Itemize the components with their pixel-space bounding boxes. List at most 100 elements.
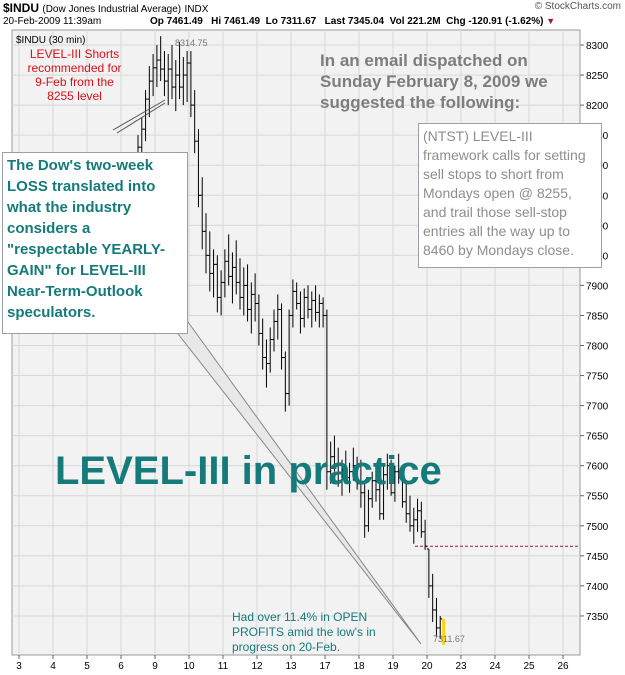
ohlc-bar xyxy=(343,450,348,484)
y-tick-label: 7500 xyxy=(586,522,609,533)
ohlc-bar xyxy=(324,309,329,490)
ohlc-bar xyxy=(222,249,227,298)
ohlc-bar xyxy=(321,297,326,328)
quote-bar: Op 7461.49 Hi 7461.49 Lo 7311.67 Last 73… xyxy=(150,16,555,27)
ohlc-bar xyxy=(253,273,258,322)
ohlc-bar xyxy=(408,495,412,532)
x-tick-label: 3 xyxy=(16,661,22,672)
volume-value: Vol 221.2M xyxy=(389,16,441,27)
ohlc-bar xyxy=(347,462,352,493)
y-tick-label: 7600 xyxy=(586,462,609,473)
ohlc-bar xyxy=(245,264,250,322)
high-label: 8314.75 xyxy=(175,38,208,48)
last-price-marker xyxy=(442,618,446,645)
level-iii-title: LEVEL-III in practice xyxy=(55,449,442,493)
ohlc-bar xyxy=(177,42,182,100)
y-tick-label: 7650 xyxy=(586,432,609,443)
last-value: Last 7345.04 xyxy=(324,16,385,27)
ohlc-bar xyxy=(309,291,314,328)
y-tick-label: 7350 xyxy=(586,612,609,623)
red-note-pointer xyxy=(112,99,166,131)
ohlc-bar xyxy=(400,468,405,508)
x-tick-label: 5 xyxy=(84,661,90,672)
y-tick-label: 8300 xyxy=(586,41,609,52)
ohlc-bar xyxy=(158,36,163,82)
ohlc-bar xyxy=(381,465,386,520)
x-tick-label: 9 xyxy=(152,661,158,672)
legend-label: $INDU (30 min) xyxy=(16,35,85,46)
ohlc-bar xyxy=(298,291,303,334)
ohlc-bar xyxy=(419,501,424,538)
red-note-pointer xyxy=(116,102,166,134)
ohlc-bar xyxy=(192,90,197,154)
x-tick-label: 23 xyxy=(455,661,467,672)
y-tick-label: 8250 xyxy=(586,71,609,82)
y-tick-label: 7550 xyxy=(586,492,609,503)
open-value: Op 7461.49 xyxy=(150,16,203,27)
ohlc-bar xyxy=(415,498,420,532)
x-tick-label: 25 xyxy=(523,661,535,672)
ohlc-bar xyxy=(268,327,273,373)
ohlc-bar xyxy=(336,447,341,487)
symbol-name: (Dow Jones Industrial Average) xyxy=(42,4,182,15)
ohlc-bar xyxy=(256,294,261,346)
ohlc-bar xyxy=(162,51,167,97)
ohlc-bar xyxy=(200,177,205,250)
exchange-code: INDX xyxy=(184,4,209,15)
ohlc-bar xyxy=(404,480,409,523)
change-value: Chg -120.91 (-1.62%) xyxy=(446,16,544,27)
ohlc-bar xyxy=(389,459,394,496)
ohlc-bar xyxy=(154,45,159,88)
x-tick-label: 20 xyxy=(421,661,433,672)
ohlc-bar xyxy=(366,489,371,532)
ntst-framework-box: (NTST) LEVEL-III framework calls for set… xyxy=(418,123,602,268)
dow-loss-box: The Dow's two-week LOSS translated into … xyxy=(2,152,188,334)
ohlc-bar xyxy=(351,447,356,481)
ohlc-bar xyxy=(181,57,186,106)
y-tick-label: 7450 xyxy=(586,552,609,563)
ohlc-bar xyxy=(204,213,208,274)
ohlc-bar xyxy=(287,309,292,406)
y-tick-label: 8200 xyxy=(586,101,609,112)
ohlc-bar xyxy=(411,507,416,544)
ohlc-bar xyxy=(264,339,269,388)
ohlc-bar xyxy=(230,252,235,304)
ohlc-bar xyxy=(238,258,242,310)
ohlc-bar xyxy=(283,351,288,412)
ohlc-bar xyxy=(396,453,401,484)
high-value: Hi 7461.49 xyxy=(211,16,261,27)
ohlc-bar xyxy=(358,459,363,508)
ohlc-bar xyxy=(219,270,224,316)
ohlc-bar xyxy=(423,519,428,550)
short-recommendation-note: LEVEL-III Shorts recommended for 9-Feb f… xyxy=(27,47,122,103)
x-tick-label: 10 xyxy=(183,661,195,672)
x-tick-label: 19 xyxy=(387,661,399,672)
ohlc-bar xyxy=(241,267,246,316)
ohlc-bar xyxy=(211,249,216,298)
chart-symbol: $INDU (Dow Jones Industrial Average) IND… xyxy=(3,1,208,15)
ohlc-bar xyxy=(340,459,344,496)
x-tick-label: 18 xyxy=(353,661,365,672)
ohlc-bar xyxy=(185,51,190,103)
y-tick-label: 7850 xyxy=(586,311,609,322)
ohlc-bar xyxy=(151,54,156,97)
ohlc-bar xyxy=(290,279,295,328)
ohlc-bar xyxy=(317,294,322,328)
ohlc-bar xyxy=(215,255,220,313)
ohlc-bar xyxy=(377,480,382,520)
ohlc-bar xyxy=(302,288,307,328)
y-tick-label: 7750 xyxy=(586,372,609,383)
ohlc-bar xyxy=(279,303,284,370)
ohlc-bar xyxy=(207,231,212,292)
chart-date: 20-Feb-2009 11:39am xyxy=(3,16,102,27)
x-tick-label: 4 xyxy=(50,661,56,672)
x-tick-label: 24 xyxy=(489,661,501,672)
ohlc-bar xyxy=(313,285,318,322)
x-tick-label: 12 xyxy=(251,661,263,672)
ohlc-bar xyxy=(332,435,337,472)
y-tick-label: 7400 xyxy=(586,582,609,593)
ohlc-bar xyxy=(328,441,333,484)
y-tick-label: 7700 xyxy=(586,402,609,413)
down-triangle-icon: ▼ xyxy=(546,16,556,26)
ohlc-bar xyxy=(392,465,397,502)
